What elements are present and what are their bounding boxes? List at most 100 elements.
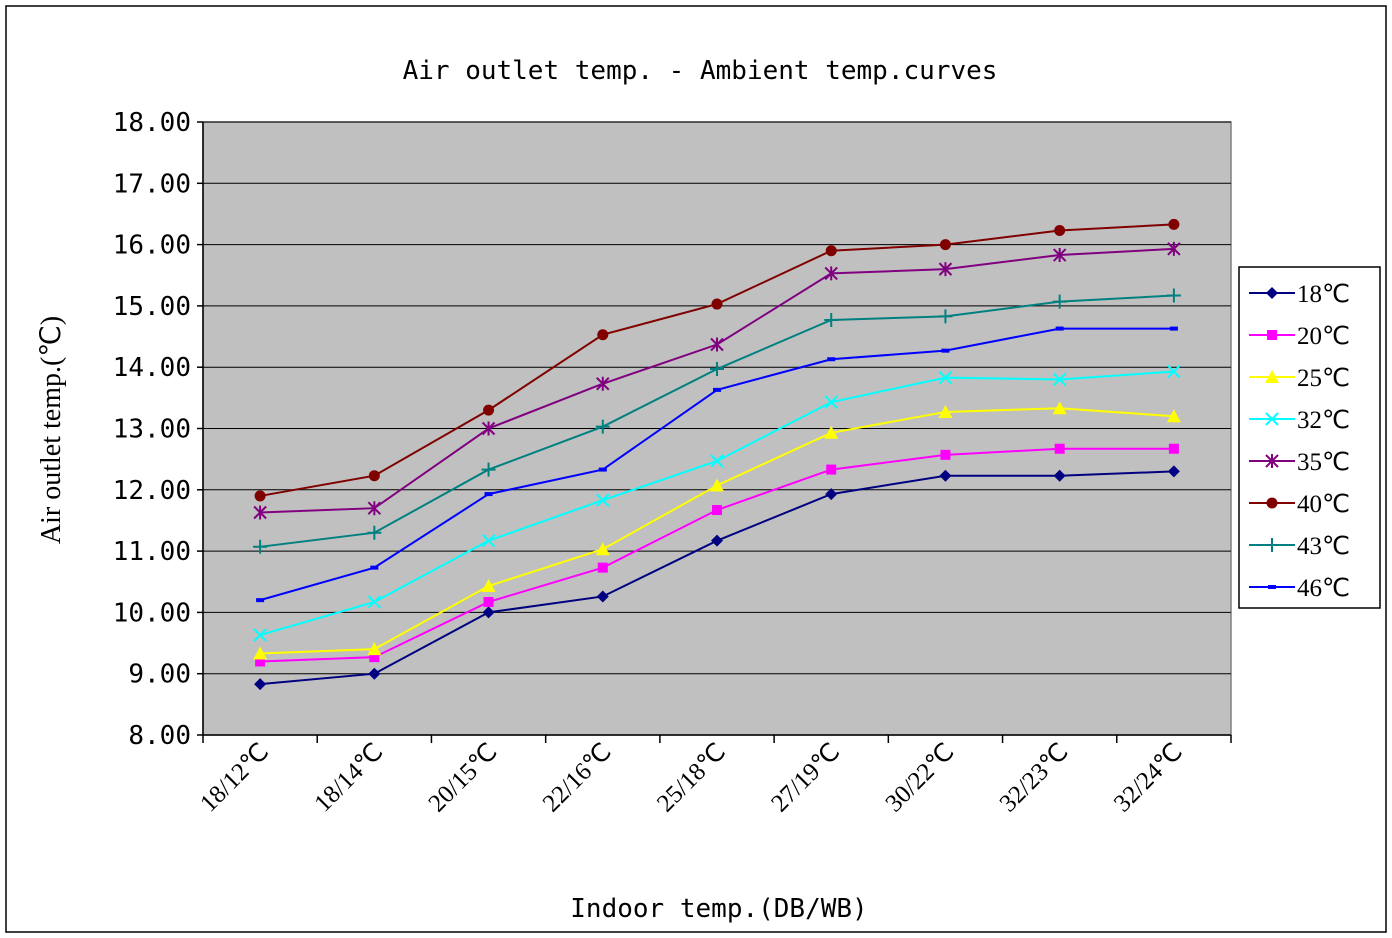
data-point — [824, 395, 838, 409]
data-point — [939, 239, 951, 251]
data-point — [938, 262, 953, 277]
data-point — [1166, 409, 1181, 423]
data-point — [1054, 225, 1066, 237]
legend-marker — [1265, 538, 1279, 552]
data-point — [367, 501, 382, 516]
chart-title: Air outlet temp. - Ambient temp.curves — [403, 56, 998, 86]
gridlines — [203, 121, 1231, 675]
data-point — [1055, 326, 1064, 331]
legend-marker — [1268, 585, 1276, 589]
data-point — [595, 419, 610, 434]
y-axis-label: Air outlet temp.(℃) — [36, 316, 67, 544]
data-point — [369, 652, 380, 663]
data-point — [597, 329, 609, 341]
data-point — [481, 421, 496, 436]
data-point — [596, 590, 609, 603]
data-point — [253, 646, 268, 660]
data-point — [825, 488, 838, 501]
series-5 — [253, 241, 1181, 520]
legend-box — [1238, 266, 1381, 609]
data-point — [598, 467, 607, 472]
data-point — [253, 505, 267, 520]
data-point — [1166, 288, 1181, 303]
data-point — [596, 376, 610, 391]
data-point — [710, 454, 724, 468]
data-point — [254, 490, 266, 502]
legend-marker — [1265, 370, 1279, 383]
data-point — [710, 362, 724, 377]
data-point — [481, 579, 496, 593]
series-8 — [256, 326, 1178, 603]
data-point — [370, 565, 379, 570]
series-6 — [254, 218, 1180, 502]
series-1 — [254, 465, 1180, 691]
legend-label: 43℃ — [1297, 533, 1350, 560]
data-point — [1167, 241, 1181, 256]
y-tick-label: 17.00 — [113, 169, 191, 199]
legend-marker — [1266, 497, 1278, 509]
legend-entry: 18℃ — [1249, 281, 1350, 308]
data-point — [940, 449, 951, 460]
y-tick-label: 8.00 — [128, 721, 191, 751]
legend-label: 35℃ — [1297, 449, 1350, 476]
data-point — [595, 542, 610, 556]
data-point — [1052, 294, 1067, 309]
data-point — [713, 387, 721, 392]
data-point — [367, 642, 382, 656]
legend-entry: 25℃ — [1249, 365, 1350, 392]
legend-label: 18℃ — [1297, 281, 1350, 308]
data-point — [367, 595, 382, 609]
data-point — [481, 462, 496, 477]
series-2 — [255, 443, 1179, 667]
data-point — [253, 628, 267, 642]
data-point — [710, 478, 724, 492]
x-axis-label: Indoor temp.(DB/WB) — [570, 894, 867, 924]
data-point — [367, 525, 382, 540]
data-point — [481, 533, 496, 548]
data-point — [597, 562, 608, 573]
legend-entry: 32℃ — [1249, 407, 1350, 434]
data-point — [711, 534, 723, 547]
series-group — [253, 218, 1181, 691]
data-point — [710, 337, 724, 352]
legend: 18℃ 20℃ 25℃ 32℃ 35℃ 40℃ 43℃ 46℃ — [1238, 266, 1381, 609]
legend-marker — [1266, 287, 1278, 299]
data-point — [254, 678, 267, 691]
data-point — [824, 425, 839, 439]
data-point — [1053, 469, 1066, 482]
data-point — [256, 598, 265, 603]
data-point — [938, 370, 953, 385]
data-point — [1054, 443, 1065, 454]
data-point — [1168, 218, 1180, 230]
legend-entry: 40℃ — [1249, 491, 1350, 518]
data-point — [712, 505, 722, 516]
y-tick-label: 12.00 — [113, 476, 191, 506]
data-point — [1167, 465, 1180, 478]
legend-marker — [1265, 454, 1279, 468]
legend-entry: 43℃ — [1249, 533, 1350, 560]
series-4 — [253, 364, 1181, 642]
data-point — [1167, 364, 1181, 379]
axes — [197, 121, 1232, 743]
data-point — [484, 492, 493, 497]
y-tick-labels: 8.00 9.00 10.00 11.00 12.00 13.00 14.00 15.00 16… — [113, 108, 191, 751]
data-point — [1168, 443, 1179, 454]
y-tick-label: 9.00 — [128, 660, 191, 690]
data-point — [1052, 248, 1067, 263]
data-point — [824, 312, 839, 327]
data-point — [1052, 401, 1067, 415]
data-point — [482, 606, 495, 619]
data-point — [938, 309, 953, 324]
legend-entry: 46℃ — [1249, 575, 1350, 602]
series-7 — [253, 288, 1181, 554]
data-point — [368, 667, 381, 680]
legend-marker — [1267, 330, 1277, 340]
data-point — [483, 596, 494, 607]
legend-label: 25℃ — [1297, 365, 1350, 392]
legend-label: 46℃ — [1297, 575, 1350, 602]
data-point — [1169, 326, 1178, 331]
data-point — [824, 266, 838, 281]
y-tick-label: 15.00 — [113, 292, 191, 322]
data-point — [1052, 372, 1067, 387]
